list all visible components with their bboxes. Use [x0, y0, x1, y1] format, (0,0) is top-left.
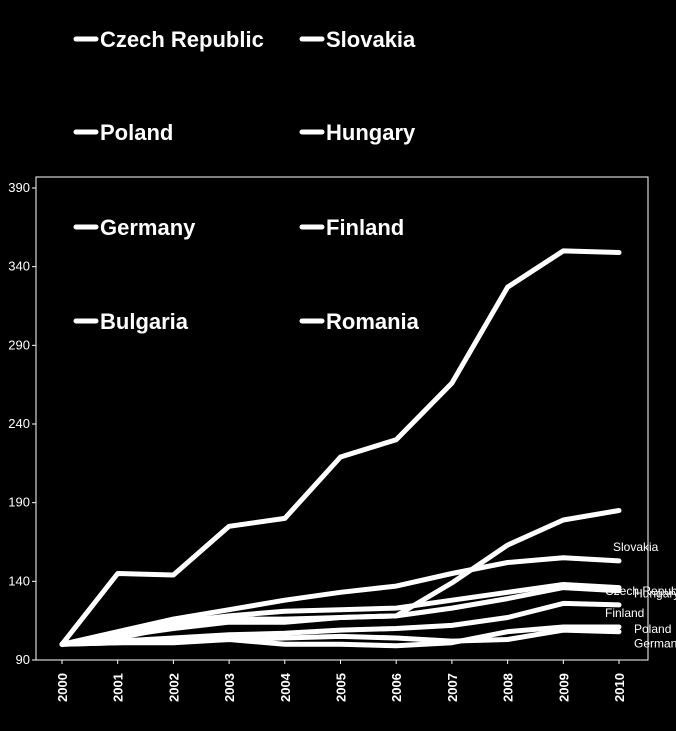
y-axis: 90 140 190 240 290 340 390: [8, 180, 36, 667]
legend-label-poland: Poland: [100, 120, 173, 145]
y-tick-label: 190: [8, 495, 30, 510]
x-tick-label: 2007: [445, 673, 460, 702]
series-line-hungary: [59, 582, 622, 647]
y-tick-label: 390: [8, 180, 30, 195]
x-tick-label: 2002: [166, 673, 181, 702]
series-line-slovakia: [59, 555, 622, 647]
x-axis: 2000 2001 2002 2003 2004 2005 2006 2007 2008 2009…: [55, 660, 627, 702]
end-label-germany: Germany: [634, 637, 676, 651]
legend-label-bulgaria: Bulgaria: [100, 309, 189, 334]
legend-label-finland: Finland: [326, 215, 404, 240]
legend: Czech Republic Slovakia Poland Hungary Germa…: [73, 27, 420, 334]
x-tick-label: 2009: [556, 673, 571, 702]
x-tick-label: 2008: [501, 673, 516, 702]
y-tick-label: 90: [16, 652, 30, 667]
legend-label-romania: Romania: [326, 309, 420, 334]
plot-area: [35, 176, 649, 661]
y-tick-label: 140: [8, 573, 30, 588]
end-label-poland: Poland: [634, 622, 671, 636]
x-tick-label: 2003: [222, 673, 237, 702]
end-label-hungary: Hungary: [634, 587, 676, 601]
end-label-czech-republic: Czech Republic: [605, 584, 676, 598]
end-label-slovakia: Slovakia: [613, 540, 659, 554]
x-tick-label: 2000: [55, 673, 70, 702]
x-tick-label: 2005: [334, 673, 349, 702]
end-label-finland: Finland: [605, 606, 644, 620]
x-tick-label: 2010: [612, 673, 627, 702]
x-tick-label: 2006: [389, 673, 404, 702]
y-tick-label: 290: [8, 337, 30, 352]
x-tick-label: 2001: [111, 673, 126, 702]
y-tick-label: 240: [8, 416, 30, 431]
series-line-romania: [59, 248, 622, 647]
legend-label-hungary: Hungary: [326, 120, 416, 145]
legend-label-slovakia: Slovakia: [326, 27, 416, 52]
y-tick-label: 340: [8, 259, 30, 274]
legend-label-germany: Germany: [100, 215, 196, 240]
series-line-finland: [59, 600, 622, 647]
series-line-germany: [59, 627, 622, 647]
series-lines: [59, 248, 622, 649]
series-line-czech-republic: [59, 585, 622, 647]
x-tick-label: 2004: [278, 672, 293, 702]
legend-label-czech-republic: Czech Republic: [100, 27, 264, 52]
